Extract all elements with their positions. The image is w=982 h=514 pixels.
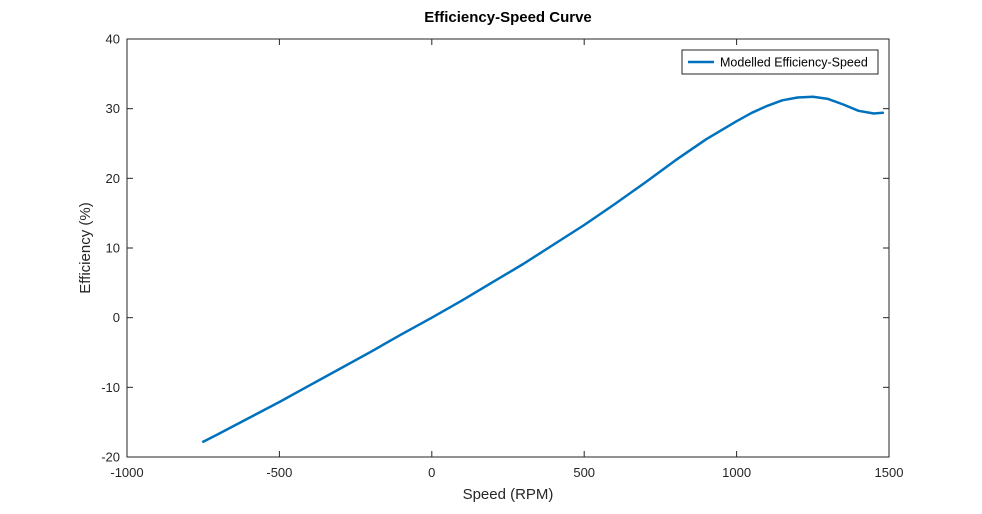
x-tick-label: -1000 xyxy=(110,465,143,480)
y-tick-label: 0 xyxy=(113,310,120,325)
legend-box xyxy=(681,49,879,75)
y-tick-label: -20 xyxy=(101,450,120,465)
y-tick-label: 10 xyxy=(106,241,120,256)
chart-title: Efficiency-Speed Curve xyxy=(424,9,592,26)
x-axis-label: Speed (RPM) xyxy=(463,486,554,503)
y-tick-label: 30 xyxy=(106,101,120,116)
legend-entry-label: Modelled Efficiency-Speed xyxy=(720,56,868,70)
x-tick-label: 500 xyxy=(573,465,595,480)
series-layer xyxy=(201,95,885,443)
plot-area-frame xyxy=(126,38,890,458)
y-axis-label: Efficiency (%) xyxy=(77,202,94,293)
legend: Modelled Efficiency-Speed xyxy=(681,49,879,75)
y-tick-label: 40 xyxy=(106,32,120,47)
y-tick-label: -10 xyxy=(101,380,120,395)
series-line xyxy=(201,95,885,443)
x-tick-label: 0 xyxy=(428,465,435,480)
y-axis-ticks: -20 -10 0 10 20 30 40 xyxy=(101,32,889,465)
y-tick-label: 20 xyxy=(106,171,120,186)
x-tick-label: 1000 xyxy=(722,465,751,480)
x-tick-label: -500 xyxy=(266,465,292,480)
x-tick-label: 1500 xyxy=(875,465,904,480)
x-axis-ticks: -1000 -500 0 500 1000 1500 xyxy=(110,39,903,480)
